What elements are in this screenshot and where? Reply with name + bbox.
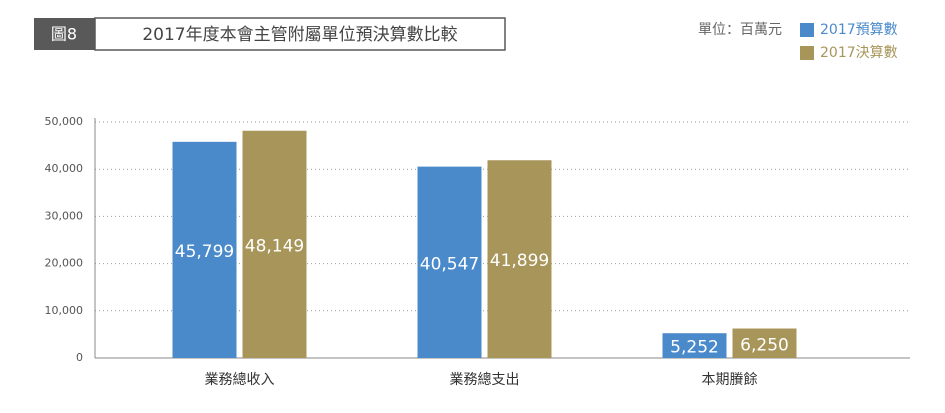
x-tick-label: 本期賸餘: [702, 371, 758, 388]
figure-label-box: [34, 18, 95, 50]
chart-title: 2017年度本會主管附屬單位預決算數比較: [142, 25, 457, 45]
data-label: 45,799: [175, 242, 234, 262]
bar: [732, 328, 797, 358]
bar: [487, 160, 552, 358]
y-tick-label: 20,000: [45, 257, 84, 270]
y-tick-label: 40,000: [45, 162, 84, 175]
bar: [662, 333, 727, 358]
data-label: 48,149: [245, 236, 304, 256]
legend-swatch: [800, 46, 814, 60]
legend-swatch: [800, 23, 814, 37]
y-tick-label: 50,000: [45, 115, 84, 128]
legend-label: 2017決算數: [820, 45, 898, 61]
bar: [172, 141, 237, 358]
data-label: 6,250: [740, 335, 789, 355]
data-label: 40,547: [420, 254, 479, 274]
legend-label: 2017預算數: [820, 22, 898, 38]
y-tick-label: 30,000: [45, 209, 84, 222]
y-tick-label: 10,000: [45, 304, 84, 317]
figure-label: 圖8: [51, 25, 77, 44]
x-tick-label: 業務總收入: [205, 371, 275, 388]
data-label: 5,252: [670, 338, 719, 358]
y-tick-label: 0: [76, 351, 83, 364]
x-tick-label: 業務總支出: [450, 371, 520, 388]
title-box: [94, 17, 506, 51]
unit-label: 單位：百萬元: [698, 22, 782, 38]
data-label: 41,899: [490, 251, 549, 271]
bar: [417, 166, 482, 358]
bar: [242, 130, 307, 358]
